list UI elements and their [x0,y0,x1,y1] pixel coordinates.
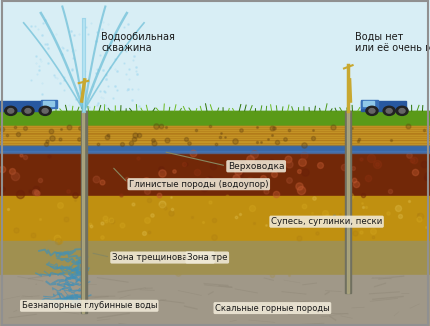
Bar [0,126,430,127]
Bar [81,111,87,313]
Bar [0,145,430,153]
Circle shape [396,106,408,115]
Text: Безнапорные глубинные воды: Безнапорные глубинные воды [22,301,157,310]
Bar [0,143,430,144]
Bar [0,142,430,143]
Circle shape [42,109,48,113]
Bar [363,101,374,106]
Bar [0,138,430,139]
Bar [0,241,430,275]
Bar [0,153,430,196]
Bar [0,136,430,137]
Text: Глинистые породы (водоупор): Глинистые породы (водоупор) [114,168,268,189]
Bar [361,100,378,108]
Bar [0,275,430,326]
Bar [0,135,430,136]
Text: Зона тре: Зона тре [187,253,227,262]
Circle shape [22,106,34,115]
Text: Верховодка: Верховодка [166,152,284,171]
Bar [0,101,43,111]
Circle shape [386,109,392,113]
Bar [0,129,430,130]
Circle shape [39,106,51,115]
Circle shape [369,109,375,113]
Bar [361,101,406,111]
Text: Скальные горные породы: Скальные горные породы [215,303,330,313]
Bar [0,131,430,132]
Bar [0,137,430,138]
Circle shape [5,106,17,115]
Bar [0,196,430,241]
Bar [41,100,57,108]
Text: Супесь, суглинки, пески: Супесь, суглинки, пески [271,215,382,226]
Bar [83,111,84,313]
Bar [0,111,430,126]
Circle shape [366,106,378,115]
Bar [347,111,349,293]
Text: Воды нет
или её очень мало: Воды нет или её очень мало [355,32,430,53]
Bar [0,144,430,145]
Text: Зона трещиноватости: Зона трещиноватости [93,253,213,262]
Bar [0,0,430,111]
Bar [0,127,430,128]
Bar [0,130,430,131]
Bar [0,111,430,126]
Circle shape [8,109,14,113]
Circle shape [25,109,31,113]
Bar [0,132,430,134]
Bar [345,111,351,293]
Circle shape [383,106,395,115]
Text: Водообильная
скважина: Водообильная скважина [101,32,175,53]
Bar [0,126,430,145]
Bar [0,151,430,153]
Bar [0,128,430,129]
Bar [0,134,430,135]
Bar [0,140,430,141]
Circle shape [399,109,405,113]
Bar [43,101,54,106]
